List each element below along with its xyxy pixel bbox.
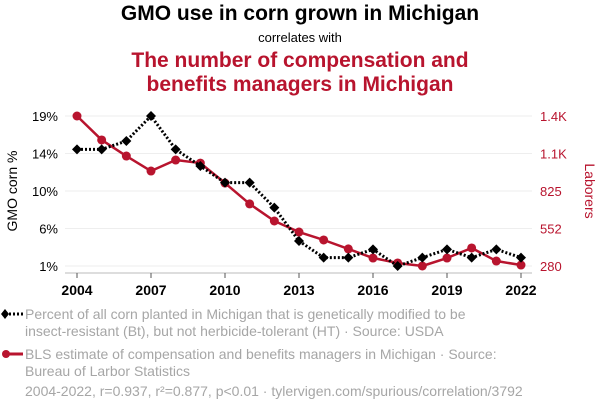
data-point-compensation-managers — [269, 216, 279, 226]
x-tick-label: 2004 — [61, 282, 92, 298]
left-tick-label: 1% — [39, 259, 58, 274]
x-tick-label: 2013 — [283, 282, 314, 298]
data-point-compensation-managers — [171, 155, 181, 165]
data-point-compensation-managers — [97, 135, 107, 145]
data-point-compensation-managers — [417, 261, 427, 271]
data-point-gmo-corn — [318, 252, 329, 263]
chart-plot: 2004 2007 2010 2013 2016 2019 2022 1%6%10%14%1… — [4, 109, 598, 298]
chart-title-secondary: The number of compensation and benefits … — [0, 49, 600, 97]
data-point-gmo-corn — [170, 144, 181, 155]
right-tick-label: 1.1K — [540, 147, 567, 162]
right-tick-label: 825 — [540, 184, 562, 199]
x-tick-label: 2007 — [135, 282, 166, 298]
x-tick-label: 2016 — [357, 282, 388, 298]
data-point-compensation-managers — [368, 253, 378, 263]
dotted-diamond-line-icon — [1, 309, 23, 319]
legend-text-line2: insect-resistant (Bt), but not herbicide… — [25, 323, 444, 339]
data-point-gmo-corn — [343, 252, 354, 263]
x-tick-label: 2022 — [505, 282, 536, 298]
chart-title-secondary-line2: benefits managers in Michigan — [146, 73, 454, 96]
data-point-compensation-managers — [245, 199, 255, 209]
x-tick-label: 2010 — [209, 282, 240, 298]
left-tick-label: 19% — [32, 109, 58, 124]
legend-item-compensation-managers: BLS estimate of compensation and benefit… — [2, 346, 565, 380]
right-axis-label: Laborers — [582, 163, 598, 218]
data-point-gmo-corn — [269, 202, 280, 213]
chart-subtitle: correlates with — [258, 30, 342, 45]
data-point-compensation-managers — [343, 244, 353, 254]
data-point-gmo-corn — [442, 244, 452, 255]
data-point-gmo-corn — [146, 111, 156, 121]
chart-title: GMO use in corn grown in Michigan — [120, 2, 480, 25]
data-point-compensation-managers — [442, 253, 452, 263]
data-point-gmo-corn — [121, 136, 132, 146]
series-gmo-corn — [72, 111, 526, 271]
left-tick-label: 10% — [32, 184, 58, 199]
data-point-compensation-managers — [294, 227, 304, 237]
data-point-compensation-managers — [516, 260, 526, 270]
data-point-compensation-managers — [319, 235, 329, 245]
legend-text-line2: Bureau of Larbor Statistics — [25, 363, 190, 379]
left-tick-label: 14% — [32, 147, 58, 162]
data-point-gmo-corn — [491, 244, 502, 255]
left-axis-label: GMO corn % — [4, 151, 20, 232]
x-axis: 2004 2007 2010 2013 2016 2019 2022 — [61, 272, 537, 298]
x-tick-label: 2019 — [431, 282, 462, 298]
data-point-gmo-corn — [72, 144, 82, 155]
data-point-gmo-corn — [220, 177, 230, 188]
right-y-axis: 280 552 825 1.1K 1.4K — [540, 109, 567, 274]
data-point-gmo-corn — [96, 144, 107, 155]
right-tick-label: 1.4K — [540, 109, 567, 124]
data-point-compensation-managers — [467, 243, 477, 253]
left-tick-label: 6% — [39, 222, 58, 237]
data-point-compensation-managers — [146, 166, 156, 176]
data-point-gmo-corn — [417, 252, 428, 263]
data-point-gmo-corn — [244, 177, 255, 188]
legend-text-line1: BLS estimate of compensation and benefit… — [25, 346, 497, 362]
legend-item-gmo-corn: Percent of all corn planted in Michigan … — [1, 306, 565, 340]
data-point-gmo-corn — [392, 261, 403, 271]
data-point-gmo-corn — [466, 252, 477, 263]
gridlines — [65, 115, 532, 267]
data-point-gmo-corn — [294, 236, 304, 246]
data-point-gmo-corn — [516, 252, 526, 263]
left-y-axis: 1% 6% 10% 14% 19% — [32, 109, 58, 274]
data-point-compensation-managers — [491, 256, 501, 266]
data-point-gmo-corn — [368, 244, 378, 255]
data-point-compensation-managers — [72, 111, 82, 121]
correlation-footer: 2004-2022, r=0.937, r²=0.877, p<0.01 · t… — [25, 383, 523, 399]
data-point-gmo-corn — [195, 161, 206, 171]
data-point-compensation-managers — [121, 151, 131, 161]
chart-title-secondary-line1: The number of compensation and — [131, 49, 469, 72]
red-circle-line-icon — [2, 350, 23, 358]
right-tick-label: 552 — [540, 222, 562, 237]
series-compensation-managers — [72, 111, 526, 271]
right-tick-label: 280 — [540, 259, 562, 274]
legend-text-line1: Percent of all corn planted in Michigan … — [25, 306, 466, 322]
